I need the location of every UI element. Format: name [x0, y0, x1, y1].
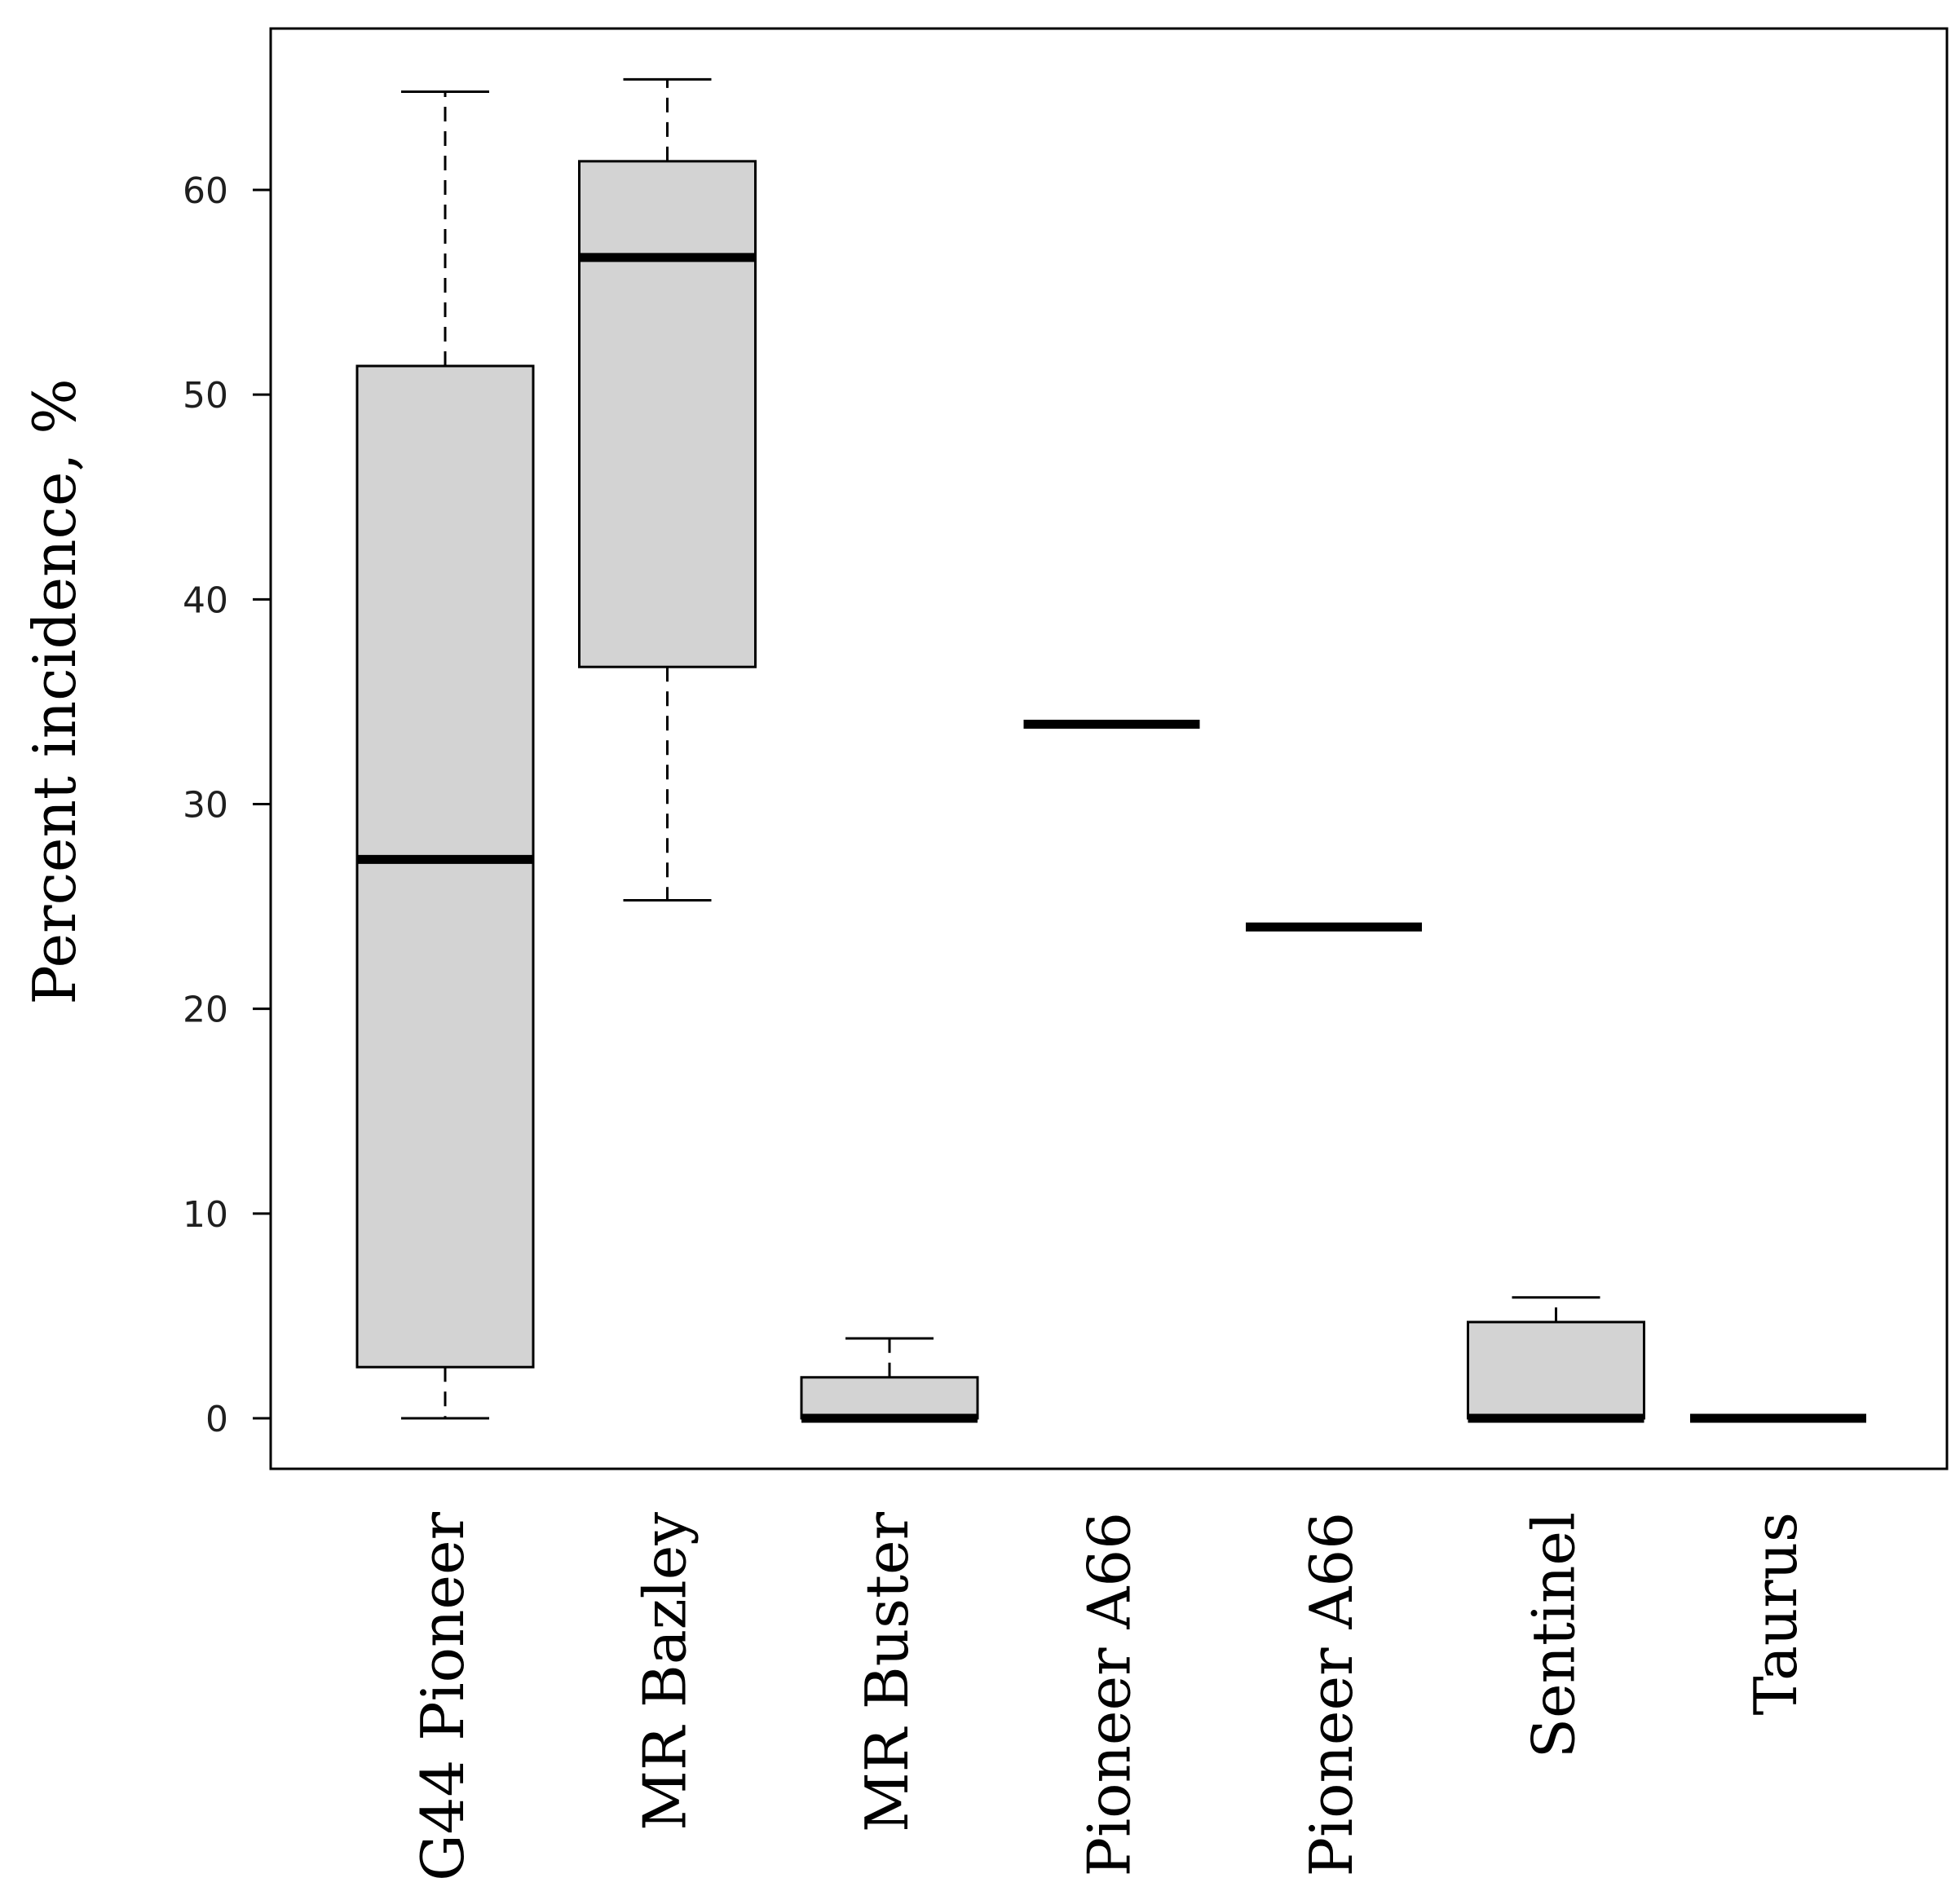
plot-frame [269, 27, 1949, 1470]
category-label: G44 Pioneer [408, 1511, 477, 1880]
iqr-box [800, 1376, 979, 1420]
y-axis-title: Percent incidence, % [20, 378, 89, 1004]
x-axis-labels: G44 Pioneer MR Bazley MR Buster Pioneer A66… [408, 1511, 1810, 1880]
box-6 [1467, 1296, 1645, 1423]
category-label: Taurus [1741, 1512, 1810, 1715]
iqr-box [578, 160, 757, 668]
category-label: MR Bazley [631, 1512, 700, 1831]
y-tick-label: 20 [183, 990, 228, 1031]
y-tick-label: 10 [183, 1194, 228, 1236]
y-axis: 0 10 20 30 40 50 60 [183, 170, 271, 1440]
iqr-box [355, 364, 535, 1369]
y-tick-label: 0 [205, 1399, 228, 1440]
box-3 [800, 1337, 979, 1423]
y-tick-label: 60 [183, 170, 228, 212]
box-1 [355, 90, 535, 1420]
y-tick-label: 30 [183, 785, 228, 827]
boxes [355, 77, 1866, 1423]
y-tick-label: 50 [183, 375, 228, 417]
category-label: Pioneer A66 [1075, 1512, 1144, 1876]
category-label: MR Buster [853, 1511, 921, 1832]
box-2 [578, 77, 757, 902]
iqr-box [1467, 1320, 1645, 1420]
category-label: Sentinel [1520, 1512, 1588, 1758]
category-label: Pioneer A66 [1297, 1512, 1366, 1876]
y-tick-label: 40 [183, 580, 228, 621]
